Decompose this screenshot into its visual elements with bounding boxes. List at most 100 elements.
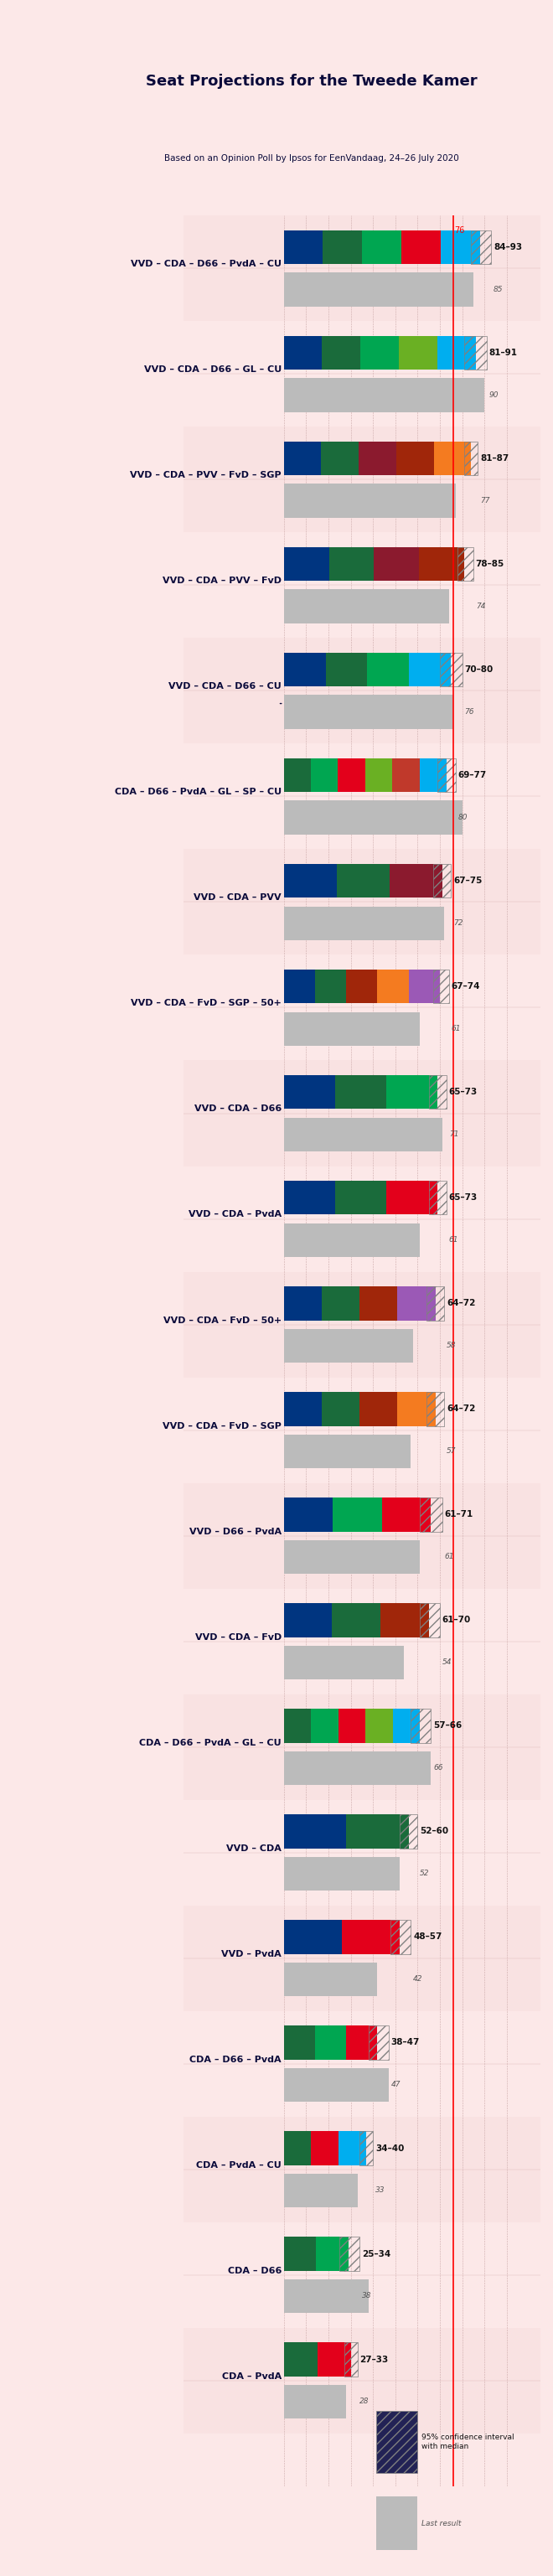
Bar [284,2025,315,2058]
Text: VVD – CDA – FvD: VVD – CDA – FvD [195,1633,281,1641]
Bar [426,1285,445,1321]
Bar [411,1708,431,1744]
Bar [366,1708,393,1744]
Text: CDA – D66: CDA – D66 [227,2267,281,2275]
Bar [387,1074,438,1110]
Text: VVD – CDA – D66 – PvdA – CU: VVD – CDA – D66 – PvdA – CU [131,260,281,268]
Bar [380,1602,429,1638]
Bar [401,229,441,265]
Bar [361,335,399,371]
Text: 28: 28 [359,2398,369,2406]
Text: 25–34: 25–34 [362,2249,390,2259]
Bar [311,1708,338,1744]
Bar [322,1285,359,1321]
Bar [365,757,392,793]
Bar [183,2117,540,2223]
Bar [284,484,456,518]
Bar [368,2025,389,2058]
Text: 81–91: 81–91 [489,348,518,358]
Bar [284,273,473,307]
Bar [332,1602,380,1638]
Bar [183,850,540,956]
Text: VVD – CDA – PVV – FvD: VVD – CDA – PVV – FvD [163,577,281,585]
Bar [183,639,540,744]
Bar [458,546,473,582]
Bar [441,229,480,265]
Bar [337,863,389,899]
Bar [284,1752,431,1785]
Bar [284,1708,311,1744]
Bar [346,969,378,1005]
Bar [183,1061,540,1167]
Bar [183,2329,540,2434]
Bar [433,863,451,899]
Bar [429,1074,447,1110]
Bar [284,757,311,793]
Bar [322,1391,359,1427]
Bar [284,1285,322,1321]
Bar [183,1273,540,1378]
Bar [315,2025,346,2058]
Bar [440,652,462,688]
Bar [284,652,326,688]
Text: 90: 90 [489,392,499,399]
Text: 70–80: 70–80 [465,665,493,675]
Text: VVD – PvdA: VVD – PvdA [221,1950,281,1958]
Bar [311,757,338,793]
Bar [284,229,323,265]
Text: VVD – CDA – PVV – FvD – SGP: VVD – CDA – PVV – FvD – SGP [130,471,281,479]
Text: Based on an Opinion Poll by Ipsos for EenVandaag, 24–26 July 2020: Based on an Opinion Poll by Ipsos for Ee… [164,155,459,162]
Text: Last result: Last result [422,2519,461,2527]
Bar [284,1391,322,1427]
Bar [284,546,329,582]
Bar [284,1224,420,1257]
Text: 61: 61 [449,1236,458,1244]
Bar [398,1285,436,1321]
Bar [335,1074,387,1110]
Bar [420,1602,440,1638]
Text: 48–57: 48–57 [413,1932,442,1942]
Bar [339,2130,366,2164]
Text: Seat Projections for the Tweede Kamer: Seat Projections for the Tweede Kamer [146,75,477,90]
Bar [437,335,476,371]
Bar [359,2130,373,2164]
Bar [284,1012,420,1046]
Text: 38–47: 38–47 [391,2038,420,2048]
Text: 47: 47 [391,2081,400,2089]
Text: CDA – D66 – PvdA – GL – CU: CDA – D66 – PvdA – GL – CU [139,1739,281,1747]
Bar [284,696,453,729]
Bar [284,2069,389,2102]
Bar [284,1180,335,1216]
Bar [284,801,462,835]
Bar [359,1391,398,1427]
Text: 69–77: 69–77 [458,770,487,781]
Bar [420,757,447,793]
Bar [465,440,478,477]
Bar [284,1074,335,1110]
Text: 76: 76 [454,227,465,234]
Text: VVD – D66 – PvdA: VVD – D66 – PvdA [189,1528,281,1535]
Bar [284,1329,413,1363]
Bar [284,969,315,1005]
Text: 78–85: 78–85 [476,559,504,569]
Bar [399,335,437,371]
Bar [329,546,374,582]
Bar [376,2411,418,2473]
Bar [284,1814,346,1850]
Text: VVD – CDA – PvdA: VVD – CDA – PvdA [189,1211,281,1218]
Text: VVD – CDA – D66: VVD – CDA – D66 [194,1105,281,1113]
Bar [429,1180,447,1216]
Text: 65–73: 65–73 [449,1193,478,1203]
Text: 77: 77 [480,497,490,505]
Text: 67–75: 67–75 [453,876,482,886]
Text: VVD – CDA – FvD – 50+: VVD – CDA – FvD – 50+ [163,1316,281,1324]
Bar [333,1497,382,1533]
Bar [284,1118,442,1151]
Bar [284,440,321,477]
Text: 72: 72 [453,920,463,927]
Text: 74: 74 [476,603,486,611]
Bar [311,2130,339,2164]
Bar [409,652,451,688]
Bar [284,590,449,623]
Bar [362,229,401,265]
